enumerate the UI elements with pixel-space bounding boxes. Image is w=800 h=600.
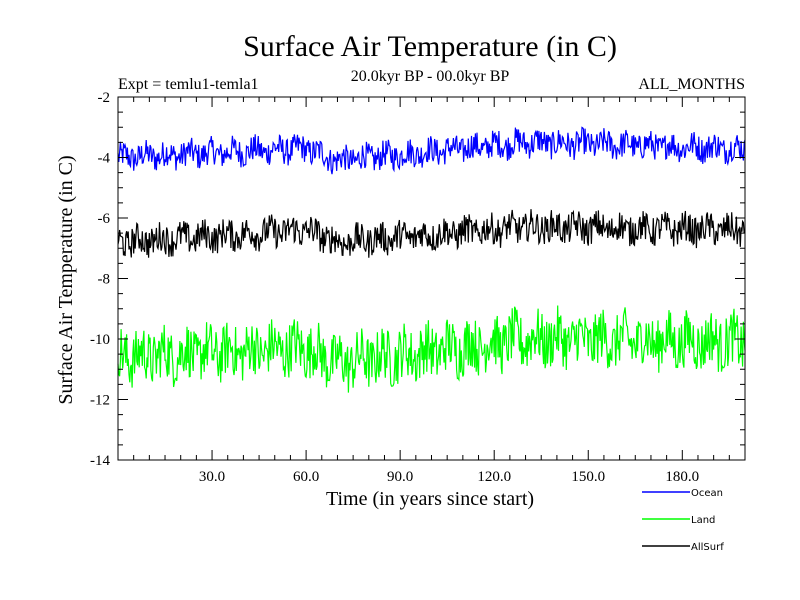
y-tick-label: -2 xyxy=(98,90,111,106)
x-tick-label: 150.0 xyxy=(571,469,605,485)
x-tick-label: 60.0 xyxy=(293,469,319,485)
x-tick-label: 90.0 xyxy=(387,469,413,485)
legend-label-land: Land xyxy=(691,515,715,526)
series-line-ocean xyxy=(117,126,746,175)
chart-subtitle-left: Expt = temlu1-temla1 xyxy=(118,76,259,93)
series-line-land xyxy=(117,305,746,393)
y-tick-label: -14 xyxy=(90,453,110,469)
x-tick-label: 120.0 xyxy=(477,469,511,485)
x-tick-label: 180.0 xyxy=(665,469,699,485)
chart-subtitle-right: ALL_MONTHS xyxy=(638,76,745,93)
y-tick-label: -10 xyxy=(90,332,110,348)
x-axis-label: Time (in years since start) xyxy=(326,488,534,510)
chart-title: Surface Air Temperature (in C) xyxy=(243,30,617,63)
x-tick-label: 30.0 xyxy=(199,469,225,485)
y-axis-label: Surface Air Temperature (in C) xyxy=(55,155,77,404)
chart-subtitle-center: 20.0kyr BP - 00.0kyr BP xyxy=(351,68,510,85)
legend: Ocean Land AllSurf xyxy=(642,488,724,553)
series-line-allsurf xyxy=(117,209,746,258)
plot-area: -14 -12 -10 -8 -6 -4 -2 30.0 60.0 90.0 120.0 150.0 1… xyxy=(90,90,746,485)
legend-label-allsurf: AllSurf xyxy=(691,542,724,553)
legend-label-ocean: Ocean xyxy=(691,488,723,499)
y-tick-label: -12 xyxy=(90,393,110,409)
y-tick-label: -6 xyxy=(98,211,111,227)
y-tick-label: -8 xyxy=(98,272,111,288)
y-tick-label: -4 xyxy=(98,151,111,167)
